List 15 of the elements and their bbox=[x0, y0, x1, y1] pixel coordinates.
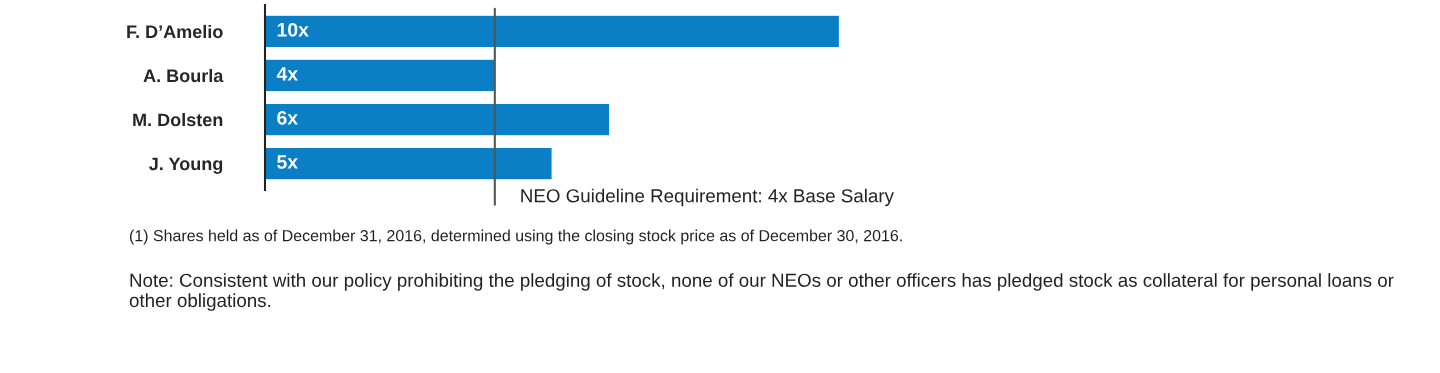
bar bbox=[265, 14, 841, 49]
text: Note: Consistent with our policy prohibiting the pledging of stock, none of our NEOs or other officers has pledged stock as collateral for personal loans or other obligations. bbox=[129, 273, 1394, 311]
y-tick-label: M. Dolsten bbox=[133, 112, 223, 127]
bar bbox=[265, 146, 553, 181]
data-label: 6x bbox=[277, 110, 298, 125]
y-tick-label: F. D’Amelio bbox=[127, 24, 223, 39]
ref-line-label: NEO Guideline Requirement: 4x Base Salary bbox=[521, 188, 894, 207]
data-label: 10x bbox=[277, 22, 309, 37]
y-tick-label: A. Bourla bbox=[143, 68, 224, 83]
bar bbox=[265, 102, 611, 137]
text: (1) Shares held as of December 31, 2016, determined using the closing stock price as of December 30, 2016. bbox=[129, 229, 902, 245]
data-label: 5x bbox=[277, 155, 298, 169]
data-label: 4x bbox=[276, 67, 298, 81]
bar bbox=[265, 58, 496, 93]
y-tick-label: J. Young bbox=[149, 157, 223, 174]
